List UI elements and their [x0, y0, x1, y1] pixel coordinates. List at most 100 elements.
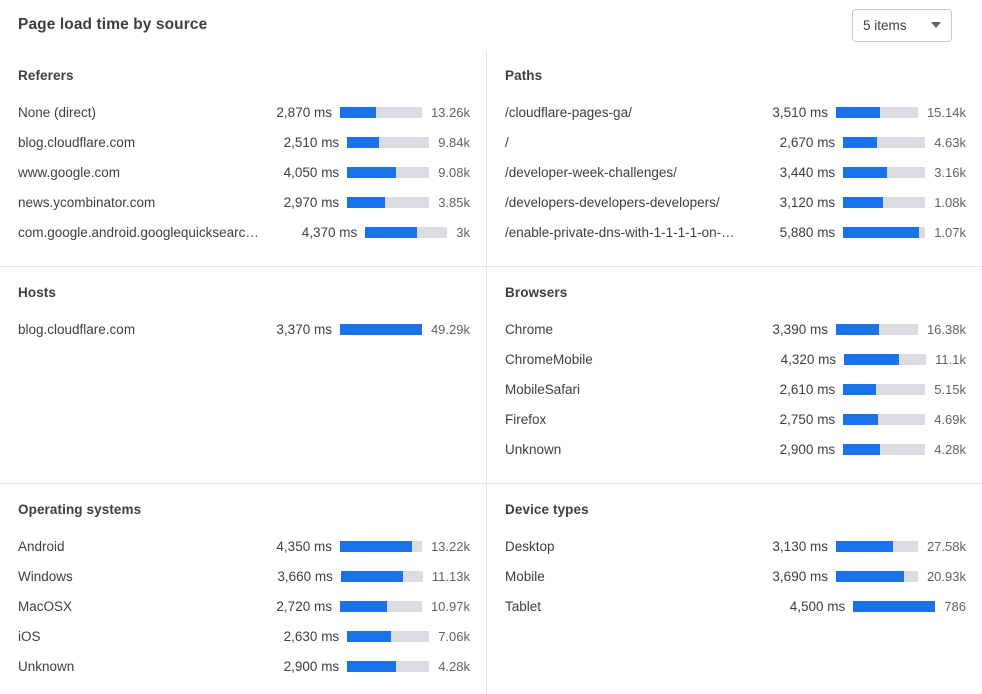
bar-fill	[347, 196, 385, 208]
bar-track	[347, 166, 430, 178]
data-row[interactable]: /cloudflare-pages-ga/3,510 ms 15.14k	[505, 97, 966, 127]
data-row[interactable]: blog.cloudflare.com 2,510 ms 9.84k	[18, 127, 470, 157]
bar-fill	[844, 353, 900, 365]
bar-fill	[835, 540, 893, 552]
data-row[interactable]: Unknown 2,900 ms 4.28k	[505, 434, 966, 464]
bar-fill	[347, 630, 392, 642]
row-label: /developer-week-challenges/	[505, 164, 677, 180]
data-row[interactable]: Chrome 3,390 ms 16.38k	[505, 314, 966, 344]
row-count-value: 3.16k	[934, 164, 966, 180]
items-select[interactable]: 5 items	[852, 8, 952, 42]
horizontal-divider	[0, 266, 982, 267]
panel-referers: Referers None (direct) 2,870 ms 13.26k blog.…	[0, 50, 486, 266]
panel-title: Browsers	[505, 285, 568, 300]
data-row[interactable]: Android 4,350 ms 13.22k	[18, 531, 470, 561]
row-count-value: 20.93k	[926, 568, 966, 584]
row-count-value: 5.15k	[934, 381, 966, 397]
panel-hosts: Hosts blog.cloudflare.com 3,370 ms 49.29k	[0, 267, 486, 483]
data-row[interactable]: /developer-week-challenges/3,440 ms 3.16k	[505, 157, 966, 187]
row-count-value: 786	[944, 598, 966, 614]
row-count-value: 4.28k	[934, 441, 966, 457]
data-row[interactable]: news.ycombinator.com 2,970 ms 3.85k	[18, 187, 470, 217]
items-select-box[interactable]: 5 items	[852, 8, 952, 42]
row-metric-value: 2,670 ms	[779, 134, 836, 150]
row-count-value: 13.22k	[430, 538, 470, 554]
bar-fill	[339, 323, 422, 335]
bar-track	[339, 106, 422, 118]
data-row[interactable]: Firefox 2,750 ms 4.69k	[505, 404, 966, 434]
panel-browsers: Browsers Chrome 3,390 ms 16.38k ChromeMobile…	[487, 267, 982, 483]
data-row[interactable]: iOS 2,630 ms 7.06k	[18, 621, 470, 651]
row-count-value: 1.08k	[934, 194, 966, 210]
row-label: MacOSX	[18, 598, 73, 614]
data-row[interactable]: MacOSX 2,720 ms 10.97k	[18, 591, 470, 621]
data-row[interactable]: ChromeMobile 4,320 ms 11.1k	[505, 344, 966, 374]
data-row[interactable]: Desktop 3,130 ms 27.58k	[505, 531, 966, 561]
bar-fill	[843, 196, 883, 208]
row-count-value: 10.97k	[430, 598, 470, 614]
row-metric-value: 2,870 ms	[276, 104, 332, 120]
row-label: ChromeMobile	[505, 351, 593, 367]
bar-track	[843, 166, 926, 178]
row-metric-value: 4,050 ms	[283, 164, 340, 180]
row-label: Desktop	[505, 538, 555, 554]
data-row[interactable]: Tablet 4,500 ms 786	[505, 591, 966, 621]
bar-fill	[835, 570, 904, 582]
row-metric-value: 2,720 ms	[276, 598, 332, 614]
bar-fill	[339, 540, 413, 552]
row-metric-value: 3,660 ms	[277, 568, 333, 584]
data-row[interactable]: /developers-developers-developers/3,120 …	[505, 187, 966, 217]
data-row[interactable]: Mobile 3,690 ms 20.93k	[505, 561, 966, 591]
row-count-value: 1.07k	[934, 224, 966, 240]
items-select-value: 5 items	[863, 17, 907, 33]
panel-paths: Paths/cloudflare-pages-ga/3,510 ms 15.14k…	[487, 50, 982, 266]
bar-track	[843, 383, 926, 395]
bar-fill	[339, 600, 387, 612]
row-metric-value: 2,750 ms	[779, 411, 836, 427]
bar-fill	[835, 323, 880, 335]
panel-grid: Referers None (direct) 2,870 ms 13.26k blog.…	[0, 50, 982, 694]
row-label: Mobile	[505, 568, 545, 584]
panel-title: Referers	[18, 68, 74, 83]
row-metric-value: 2,510 ms	[283, 134, 340, 150]
page-title: Page load time by source	[18, 16, 208, 33]
bar-track	[843, 226, 926, 238]
bar-track	[347, 196, 430, 208]
bar-track	[843, 413, 926, 425]
row-count-value: 15.14k	[926, 104, 966, 120]
row-count-value: 9.08k	[438, 164, 470, 180]
row-metric-value: 3,390 ms	[772, 321, 828, 337]
bar-track	[365, 226, 448, 238]
row-metric-value: 5,880 ms	[779, 224, 836, 240]
bar-fill	[347, 136, 380, 148]
row-count-value: 11.13k	[431, 568, 470, 584]
row-metric-value: 4,500 ms	[789, 598, 846, 614]
data-row[interactable]: MobileSafari 2,610 ms 5.15k	[505, 374, 966, 404]
data-row[interactable]: blog.cloudflare.com 3,370 ms 49.29k	[18, 314, 470, 344]
row-count-value: 3k	[456, 224, 470, 240]
page-header: Page load time by source 5 items	[0, 0, 982, 50]
data-row[interactable]: /enable-private-dns-with-1-1-1-1-on-… 5,8…	[505, 217, 966, 247]
row-metric-value: 2,610 ms	[779, 381, 836, 397]
row-label: Unknown	[505, 441, 562, 457]
row-metric-value: 4,320 ms	[780, 351, 837, 367]
data-row[interactable]: Unknown 2,900 ms 4.28k	[18, 651, 470, 681]
bar-track	[843, 136, 926, 148]
bar-track	[835, 570, 918, 582]
panel-title: Paths	[505, 68, 543, 83]
row-count-value: 7.06k	[438, 628, 470, 644]
row-label: /enable-private-dns-with-1-1-1-1-on-…	[505, 224, 735, 240]
bar-track	[347, 630, 430, 642]
row-metric-value: 3,370 ms	[276, 321, 332, 337]
data-row[interactable]: None (direct) 2,870 ms 13.26k	[18, 97, 470, 127]
data-row[interactable]: www.google.com 4,050 ms 9.08k	[18, 157, 470, 187]
data-row[interactable]: com.google.android.googlequicksearc… 4,37…	[18, 217, 470, 247]
row-label: /	[505, 134, 509, 150]
bar-fill	[843, 136, 877, 148]
data-row[interactable]: / 2,670 ms 4.63k	[505, 127, 966, 157]
bar-track	[835, 323, 918, 335]
row-metric-value: 3,130 ms	[772, 538, 828, 554]
bar-track	[835, 106, 918, 118]
horizontal-divider	[0, 483, 982, 484]
data-row[interactable]: Windows 3,660 ms 11.13k	[18, 561, 470, 591]
